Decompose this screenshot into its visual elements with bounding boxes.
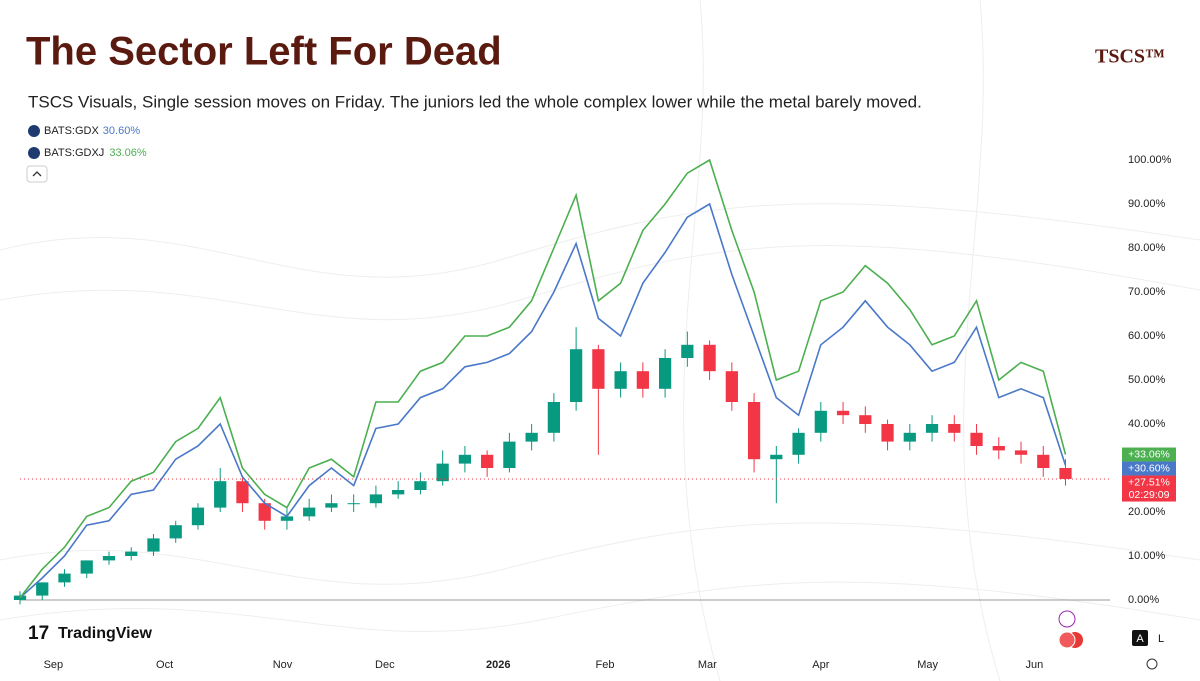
watermark: TradingView bbox=[58, 625, 153, 642]
candle-body bbox=[681, 344, 694, 358]
candle-body bbox=[481, 454, 494, 468]
candle-body bbox=[36, 582, 49, 596]
candle-body bbox=[503, 441, 516, 468]
candle-body bbox=[1014, 450, 1028, 455]
price-tag-label: +30.60% bbox=[1128, 462, 1170, 474]
candle-body bbox=[547, 402, 560, 433]
tv-logo: 17 bbox=[28, 623, 49, 644]
countdown: 02:29:09 bbox=[1129, 489, 1170, 501]
collapse-button[interactable] bbox=[26, 165, 48, 183]
legend-icon bbox=[28, 147, 40, 159]
y-tick-label: 20.00% bbox=[1128, 506, 1166, 518]
price-tag bbox=[1122, 461, 1176, 476]
x-tick-label: Feb bbox=[596, 659, 615, 671]
brand: TSCS™ bbox=[1095, 46, 1165, 68]
candle-body bbox=[125, 551, 138, 556]
candle-body bbox=[236, 481, 249, 504]
legend-value: 30.60% bbox=[103, 125, 141, 137]
candle-body bbox=[903, 432, 916, 442]
x-tick-label: May bbox=[917, 659, 938, 671]
x-tick-label: Nov bbox=[273, 659, 293, 671]
candle-body bbox=[570, 349, 583, 402]
candle-body bbox=[770, 454, 783, 460]
candle-body bbox=[881, 424, 894, 442]
candle-body bbox=[369, 494, 383, 504]
candle-body bbox=[948, 424, 961, 433]
legend-name: BATS:GDXJ bbox=[44, 147, 104, 159]
y-tick-label: 40.00% bbox=[1128, 418, 1166, 430]
candle-body bbox=[1059, 468, 1072, 479]
y-tick-label: 70.00% bbox=[1128, 286, 1166, 298]
line-series bbox=[19, 202, 1067, 599]
candle-body bbox=[658, 358, 672, 389]
y-tick-label: 100.00% bbox=[1128, 154, 1172, 166]
legend-name: BATS:GDX bbox=[44, 125, 99, 137]
candle-body bbox=[970, 432, 983, 446]
log-label[interactable]: L bbox=[1158, 633, 1164, 645]
candle-body bbox=[1037, 454, 1050, 468]
x-tick-label: Sep bbox=[44, 659, 64, 671]
candles bbox=[13, 327, 1072, 605]
y-tick-label: 90.00% bbox=[1128, 198, 1166, 210]
candle-body bbox=[725, 371, 738, 402]
auto-label: A bbox=[1136, 633, 1144, 645]
candle-body bbox=[392, 490, 405, 495]
candle-body bbox=[525, 432, 538, 442]
candle-body bbox=[258, 503, 271, 521]
candle-body bbox=[992, 446, 1005, 451]
auto-button[interactable] bbox=[1132, 630, 1148, 646]
event-icon[interactable] bbox=[1058, 610, 1076, 628]
candle-body bbox=[169, 525, 182, 539]
chart-title: The Sector Left For Dead bbox=[26, 30, 502, 74]
candle-body bbox=[191, 507, 205, 526]
candle-body bbox=[703, 344, 716, 372]
candle-body bbox=[347, 503, 360, 505]
candle-body bbox=[925, 424, 939, 433]
candle-body bbox=[814, 410, 827, 433]
price-tag-label: +33.06% bbox=[1128, 448, 1170, 460]
y-tick-label: 50.00% bbox=[1128, 374, 1166, 386]
candle-body bbox=[303, 507, 316, 517]
countdown-tag bbox=[1122, 488, 1176, 502]
legend-value: 33.06% bbox=[109, 147, 147, 159]
candle-body bbox=[214, 481, 227, 508]
y-tick-label: 80.00% bbox=[1128, 242, 1166, 254]
y-tick-label: 60.00% bbox=[1128, 330, 1166, 342]
price-tag bbox=[1122, 447, 1176, 462]
candle-body bbox=[58, 573, 71, 583]
candle-body bbox=[592, 349, 605, 389]
candle-body bbox=[280, 516, 294, 521]
candle-body bbox=[636, 371, 649, 389]
price-tag bbox=[1122, 475, 1176, 490]
x-tick-label: Apr bbox=[812, 659, 829, 671]
x-tick-label: Jun bbox=[1025, 659, 1043, 671]
line-series bbox=[19, 158, 1067, 599]
candle-body bbox=[80, 560, 93, 574]
x-tick-label: Dec bbox=[375, 659, 395, 671]
x-tick-label: 2026 bbox=[486, 659, 510, 671]
settings-icon[interactable] bbox=[1146, 658, 1158, 670]
x-tick-label: Oct bbox=[156, 659, 173, 671]
candle-body bbox=[614, 371, 627, 389]
subtitle: TSCS Visuals, Single session moves on Fr… bbox=[28, 92, 922, 111]
collapse-icon bbox=[32, 171, 42, 177]
x-tick-label: Mar bbox=[698, 659, 717, 671]
flag-icon[interactable] bbox=[1058, 631, 1076, 649]
candle-body bbox=[414, 481, 427, 490]
candle-body bbox=[147, 538, 160, 552]
candle-body bbox=[859, 415, 872, 424]
y-tick-label: 0.00% bbox=[1128, 594, 1159, 606]
candle-body bbox=[436, 463, 449, 482]
legend-icon bbox=[28, 125, 40, 137]
candle-body bbox=[325, 503, 338, 508]
candle-body bbox=[458, 454, 472, 464]
candle-body bbox=[102, 556, 116, 561]
candle-body bbox=[747, 402, 761, 460]
price-tag-label: +27.51% bbox=[1128, 476, 1170, 488]
candle-body bbox=[836, 410, 850, 416]
y-tick-label: 10.00% bbox=[1128, 550, 1166, 562]
candle-body bbox=[792, 432, 805, 455]
